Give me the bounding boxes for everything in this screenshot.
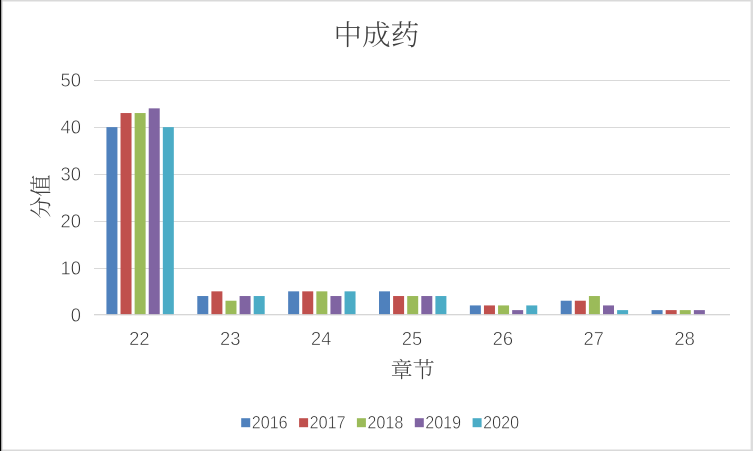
svg-text:23: 23 xyxy=(220,329,241,350)
svg-text:0: 0 xyxy=(71,305,81,326)
svg-text:2020: 2020 xyxy=(483,413,519,433)
svg-text:25: 25 xyxy=(402,329,423,350)
svg-text:2017: 2017 xyxy=(310,413,346,433)
svg-text:10: 10 xyxy=(61,258,82,279)
svg-text:26: 26 xyxy=(493,329,514,350)
svg-text:40: 40 xyxy=(61,118,82,139)
svg-text:28: 28 xyxy=(674,329,695,350)
svg-text:20: 20 xyxy=(61,212,82,233)
svg-text:27: 27 xyxy=(583,329,604,350)
svg-text:22: 22 xyxy=(129,329,150,350)
svg-text:2016: 2016 xyxy=(252,413,288,433)
svg-text:24: 24 xyxy=(311,329,332,350)
svg-text:50: 50 xyxy=(61,71,82,92)
svg-text:30: 30 xyxy=(61,165,82,186)
svg-text:2018: 2018 xyxy=(367,413,403,433)
svg-text:2019: 2019 xyxy=(425,413,461,433)
